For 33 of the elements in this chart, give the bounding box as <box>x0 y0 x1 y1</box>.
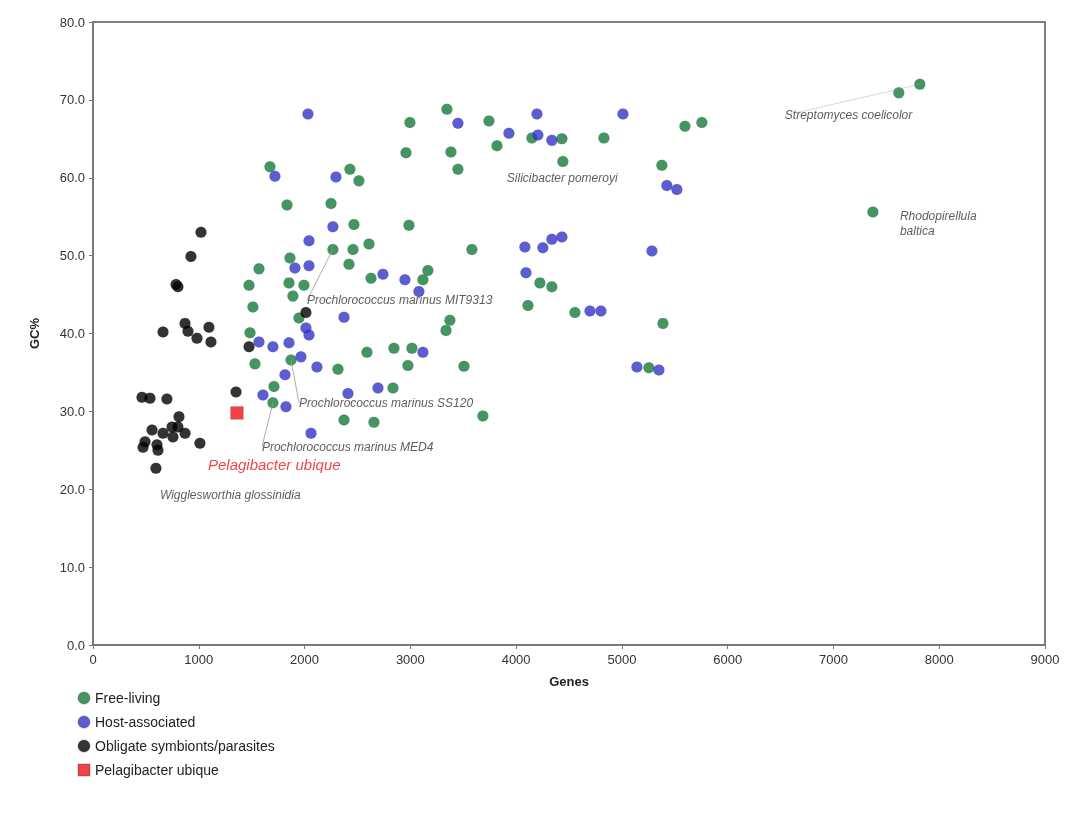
x-tick-label: 3000 <box>395 652 425 667</box>
x-tick-label: 5000 <box>607 652 637 667</box>
x-tick-label: 0 <box>89 652 97 667</box>
y-tick-label: 40.0 <box>59 326 85 341</box>
x-tick-label: 8000 <box>924 652 954 667</box>
legend-label: Free-living <box>95 690 161 706</box>
annotation: Wigglesworthia glossinidia <box>159 488 301 503</box>
annotation: Prochlorococcus marinus MED4 <box>261 439 434 454</box>
y-tick-label: 60.0 <box>59 170 85 186</box>
legend-label: Pelagibacter ubique <box>95 762 219 778</box>
annotation: Silicibacter pomeroyi <box>506 171 618 186</box>
legend-label: Host-associated <box>95 714 196 730</box>
x-tick-label: 2000 <box>290 652 320 667</box>
x-tick-label: 7000 <box>818 652 848 667</box>
y-tick-label: 0.0 <box>66 637 85 653</box>
y-tick-label: 30.0 <box>59 403 85 419</box>
annotation: Prochlorococcus marinus MIT9313 <box>306 293 493 308</box>
y-tick-label: 10.0 <box>59 559 85 575</box>
annotation: Pelagibacter ubique <box>207 456 341 474</box>
x-tick-label: 9000 <box>1030 652 1060 667</box>
x-tick-label: 6000 <box>713 652 743 667</box>
x-axis-title: Genes <box>549 674 589 689</box>
x-tick-label: 4000 <box>501 652 531 667</box>
annotation: Prochlorococcus marinus SS120 <box>299 395 474 410</box>
legend-label: Obligate symbionts/parasites <box>95 738 275 754</box>
y-tick-label: 80.0 <box>59 14 85 30</box>
y-tick-label: 70.0 <box>59 92 85 108</box>
y-tick-label: 20.0 <box>59 481 85 497</box>
x-tick-label: 1000 <box>184 652 214 667</box>
y-axis-title: GC% <box>27 317 42 350</box>
annotation: Rhodopirellula baltica <box>899 208 980 238</box>
annotation: Streptomyces coelicolor <box>784 108 914 123</box>
y-tick-label: 50.0 <box>59 248 85 264</box>
